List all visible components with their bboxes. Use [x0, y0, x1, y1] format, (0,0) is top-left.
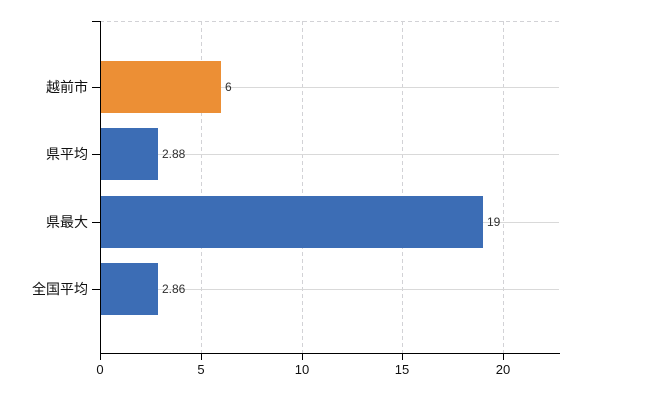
- x-axis-tick-label: 0: [96, 362, 104, 377]
- category-label: 全国平均: [32, 281, 88, 297]
- x-axis-tick-label: 5: [197, 362, 205, 377]
- plot-area: 6 2.88 19 2.86: [100, 21, 559, 353]
- bar-value-label: 6: [225, 80, 232, 94]
- y-axis-tick: [92, 154, 100, 155]
- horizontal-gridline: [100, 154, 559, 155]
- horizontal-gridline: [100, 289, 559, 290]
- vertical-gridline: [302, 21, 303, 353]
- bar-1: [100, 61, 221, 113]
- bar-3: [100, 196, 483, 248]
- horizontal-gridline: [100, 87, 559, 88]
- x-axis-tick: [503, 354, 504, 360]
- bar-2: [100, 128, 158, 180]
- category-label: 越前市: [46, 79, 88, 95]
- x-axis-tick-label: 15: [394, 362, 410, 377]
- x-axis-tick: [402, 354, 403, 360]
- vertical-gridline: [201, 21, 202, 353]
- x-axis-tick: [100, 354, 101, 360]
- category-label: 県最大: [46, 214, 88, 230]
- vertical-gridline: [402, 21, 403, 353]
- bar-value-label: 2.88: [162, 147, 186, 161]
- category-label: 県平均: [46, 146, 88, 162]
- y-axis-tick: [92, 21, 100, 22]
- plot-top-gridline: [100, 21, 559, 22]
- x-axis-line: [100, 353, 560, 354]
- x-axis-tick: [302, 354, 303, 360]
- x-axis-tick-label: 10: [294, 362, 310, 377]
- x-axis-tick: [201, 354, 202, 360]
- y-axis-tick: [92, 289, 100, 290]
- y-axis-line: [100, 21, 101, 354]
- y-axis-tick: [92, 222, 100, 223]
- bar-4: [100, 263, 158, 315]
- bar-value-label: 2.86: [162, 282, 186, 296]
- bar-value-label: 19: [487, 215, 501, 229]
- x-axis-tick-label: 20: [495, 362, 511, 377]
- vertical-gridline: [503, 21, 504, 353]
- y-axis-tick: [92, 87, 100, 88]
